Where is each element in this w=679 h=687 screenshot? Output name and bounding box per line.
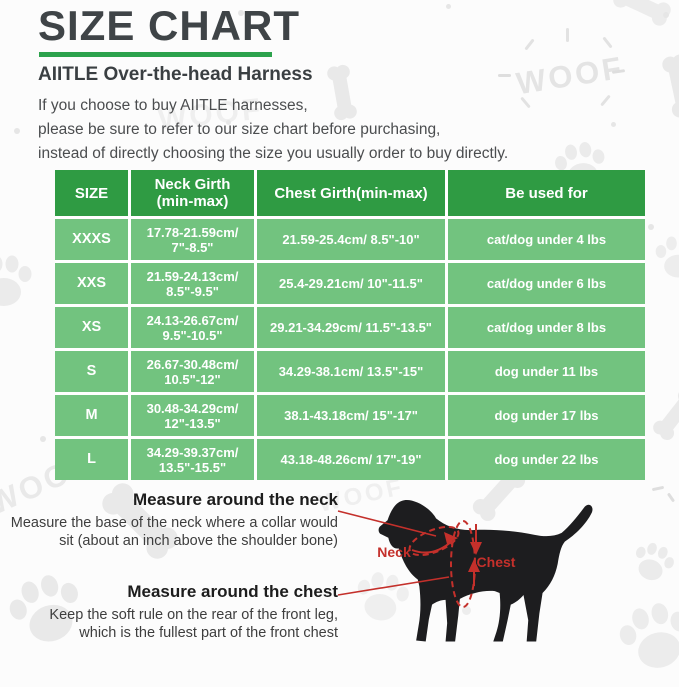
chest-label: Chest <box>477 554 516 570</box>
ray-decoration <box>602 36 613 49</box>
speck-decoration <box>648 224 654 230</box>
speck-decoration <box>663 12 669 18</box>
size-cell: XS <box>55 307 128 348</box>
measure-chest-line: Keep the soft rule on the rear of the fr… <box>49 607 338 623</box>
neck-girth-cell: 26.67-30.48cm/10.5"-12" <box>131 351 254 392</box>
neck-girth-ellipse <box>408 525 460 557</box>
size-chart-table: SIZE Neck Girth (min-max) Chest Girth(min… <box>55 170 645 480</box>
ray-decoration <box>524 38 535 51</box>
title-underline <box>39 52 272 57</box>
arrowhead-up <box>468 559 480 572</box>
size-cell: XXS <box>55 263 128 304</box>
neck-pointer-line <box>337 510 437 537</box>
bone-icon <box>653 388 679 441</box>
chest-girth-cell: 38.1-43.18cm/ 15"-17" <box>257 395 445 436</box>
intro-line: instead of directly choosing the size yo… <box>38 145 509 162</box>
ray-decoration <box>520 96 531 109</box>
column-header-chest-girth: Chest Girth(min-max) <box>257 170 445 216</box>
product-subtitle: AIITLE Over-the-head Harness <box>38 64 313 85</box>
measure-neck-instructions: Measure around the neck Measure the base… <box>8 490 338 550</box>
be-used-for-cell: cat/dog under 4 lbs <box>448 219 645 260</box>
speck-decoration <box>611 122 616 127</box>
be-used-for-cell: dog under 22 lbs <box>448 439 645 480</box>
neck-label: Neck <box>377 544 411 560</box>
woof-watermark: WOOF <box>513 49 627 102</box>
speck-decoration <box>226 120 231 125</box>
measure-chest-line: which is the fullest part of the front c… <box>79 625 338 641</box>
speck-decoration <box>14 128 20 134</box>
chest-girth-cell: 43.18-48.26cm/ 17"-19" <box>257 439 445 480</box>
size-cell: XXXS <box>55 219 128 260</box>
intro-line: please be sure to refer to our size char… <box>38 121 441 138</box>
size-cell: M <box>55 395 128 436</box>
speck-decoration <box>462 606 471 615</box>
bone-icon <box>662 54 679 118</box>
intro-line: If you choose to buy AIITLE harnesses, <box>38 97 308 114</box>
measure-neck-line: sit (about an inch above the shoulder bo… <box>59 533 338 549</box>
be-used-for-cell: cat/dog under 6 lbs <box>448 263 645 304</box>
column-header-neck-girth: Neck Girth (min-max) <box>131 170 254 216</box>
speck-decoration <box>446 4 451 9</box>
measuring-arrowheads <box>444 532 482 572</box>
column-header-be-used-for: Be used for <box>448 170 645 216</box>
measure-chest-instructions: Measure around the chest Keep the soft r… <box>8 582 338 642</box>
arrowhead-down <box>470 542 482 555</box>
dog-measure-illustration: Neck Chest <box>337 500 593 642</box>
dash-decoration <box>498 74 511 77</box>
neck-girth-cell: 34.29-39.37cm/13.5"-15.5" <box>131 439 254 480</box>
size-cell: S <box>55 351 128 392</box>
size-cell: L <box>55 439 128 480</box>
neck-girth-cell: 24.13-26.67cm/9.5"-10.5" <box>131 307 254 348</box>
speck-decoration <box>40 436 46 442</box>
paw-icon <box>655 236 679 278</box>
dash-decoration <box>611 69 626 74</box>
chest-girth-cell: 21.59-25.4cm/ 8.5"-10" <box>257 219 445 260</box>
neck-arrowhead <box>444 532 458 544</box>
paw-icon <box>0 255 32 306</box>
chest-girth-cell: 25.4-29.21cm/ 10"-11.5" <box>257 263 445 304</box>
neck-girth-cell: 17.78-21.59cm/7"-8.5" <box>131 219 254 260</box>
neck-girth-arc <box>411 540 453 554</box>
chest-girth-cell: 29.21-34.29cm/ 11.5"-13.5" <box>257 307 445 348</box>
speck-decoration <box>238 10 244 16</box>
page-title: SIZE CHART <box>38 2 300 49</box>
neck-girth-cell: 30.48-34.29cm/12"-13.5" <box>131 395 254 436</box>
column-header-size: SIZE <box>55 170 128 216</box>
measure-neck-line: Measure the base of the neck where a col… <box>10 515 338 531</box>
measure-chest-heading: Measure around the chest <box>127 582 338 601</box>
intro-paragraph: If you choose to buy AIITLE harnesses, p… <box>38 94 508 166</box>
ray-decoration <box>600 94 611 107</box>
dog-silhouette-icon <box>378 500 593 642</box>
be-used-for-cell: cat/dog under 8 lbs <box>448 307 645 348</box>
size-chart-page: WOOF WOOF WOOF WOOF SIZE CHART AIITLE Ov… <box>0 0 679 668</box>
measure-neck-heading: Measure around the neck <box>132 490 338 509</box>
neck-girth-cell: 21.59-24.13cm/8.5"-9.5" <box>131 263 254 304</box>
be-used-for-cell: dog under 17 lbs <box>448 395 645 436</box>
chest-girth-cell: 34.29-38.1cm/ 13.5"-15" <box>257 351 445 392</box>
be-used-for-cell: dog under 11 lbs <box>448 351 645 392</box>
ray-decoration <box>566 28 569 42</box>
